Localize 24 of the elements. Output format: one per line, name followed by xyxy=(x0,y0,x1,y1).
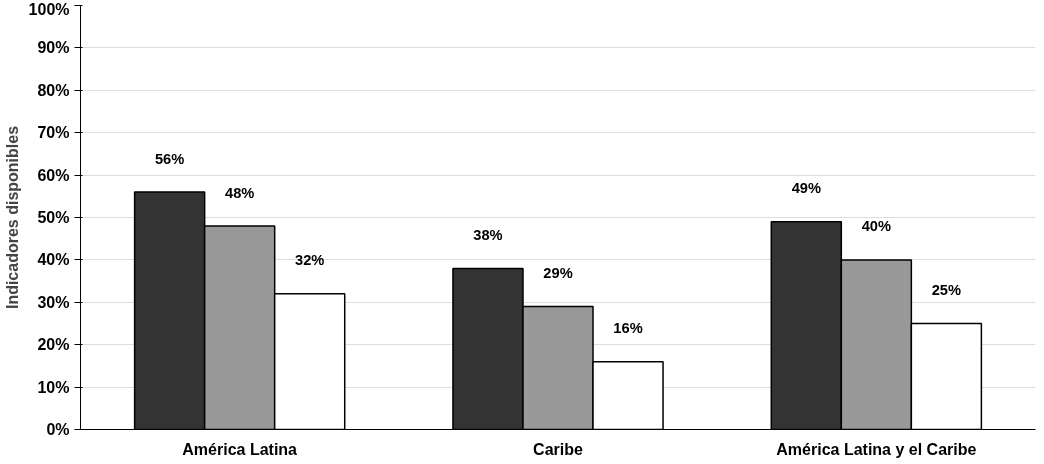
x-tick-label: América Latina y el Caribe xyxy=(776,440,977,458)
data-label: 48% xyxy=(225,184,255,201)
x-tick-label: Caribe xyxy=(533,440,583,458)
y-tick-label: 20% xyxy=(37,336,70,354)
y-tick-label: 100% xyxy=(28,0,70,18)
y-axis-title: Indicadores disponibles xyxy=(3,125,21,310)
y-tick-label: 50% xyxy=(37,209,70,226)
data-label: 38% xyxy=(473,226,503,243)
data-label: 56% xyxy=(154,150,185,167)
data-label: 29% xyxy=(543,265,573,282)
y-tick-label: 40% xyxy=(37,251,70,269)
data-label: 16% xyxy=(613,320,643,337)
y-tick-label: 90% xyxy=(37,39,70,57)
data-label: 40% xyxy=(861,218,892,235)
y-tick-label: 0% xyxy=(46,421,70,438)
data-label: 49% xyxy=(791,180,821,197)
x-tick-label: América Latina xyxy=(182,440,298,458)
y-tick-label: 80% xyxy=(37,81,70,99)
y-tick-label: 30% xyxy=(37,293,70,311)
y-tick-label: 70% xyxy=(37,124,70,142)
y-tick-label: 60% xyxy=(37,166,70,184)
data-label: 25% xyxy=(931,282,962,299)
data-label: 32% xyxy=(295,252,325,269)
y-tick-label: 10% xyxy=(37,378,70,396)
